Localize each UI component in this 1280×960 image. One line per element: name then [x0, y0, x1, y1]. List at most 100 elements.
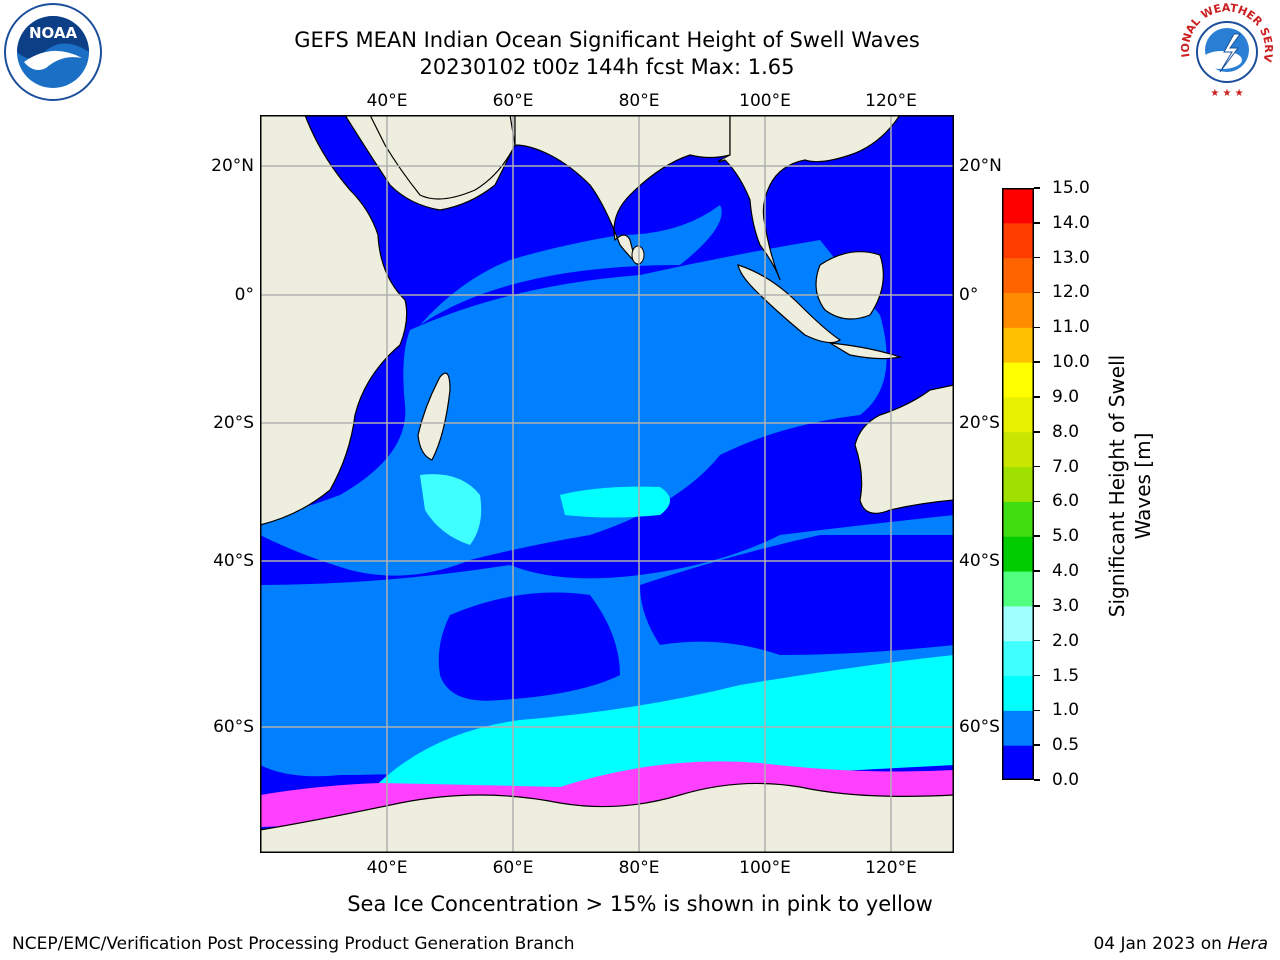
colorbar-tick — [1034, 744, 1040, 746]
colorbar-tick — [1034, 570, 1040, 572]
colorbar-segment — [1002, 466, 1034, 502]
colorbar-tick-label: 10.0 — [1052, 352, 1090, 373]
colorbar-title-line2: Waves [m] — [1131, 432, 1155, 540]
colorbar-tick-label: 2.0 — [1052, 630, 1080, 651]
colorbar-tick — [1034, 639, 1040, 642]
map-frame — [260, 115, 954, 853]
colorbar-segment — [1002, 396, 1034, 433]
footer-left: NCEP/EMC/Verification Post Processing Pr… — [12, 934, 575, 954]
lat-label-right: 60°S — [959, 717, 1000, 737]
colorbar-tick — [1034, 256, 1040, 259]
lat-label-left: 20°S — [213, 413, 254, 433]
colorbar-segment — [1002, 362, 1034, 398]
map-svg — [260, 115, 954, 853]
land-madagascar — [417, 372, 451, 461]
colorbar-tick-label: 14.0 — [1052, 212, 1090, 233]
land-antarctica — [260, 782, 954, 853]
lon-label-bottom: 40°E — [366, 858, 408, 878]
colorbar-tick — [1034, 326, 1040, 329]
colorbar-tick — [1034, 396, 1040, 398]
colorbar-tick-label: 7.0 — [1052, 456, 1080, 477]
map-panel — [260, 115, 954, 853]
colorbar-tick-label: 13.0 — [1052, 247, 1090, 268]
noaa-logo: NOAA — [2, 2, 104, 102]
colorbar-tick-label: 12.0 — [1052, 282, 1090, 303]
swell-band-mid — [260, 240, 887, 576]
chart-title-line1: GEFS MEAN Indian Ocean Significant Heigh… — [294, 28, 920, 52]
lon-label-bottom: 80°E — [618, 858, 660, 878]
colorbar-tick — [1034, 674, 1040, 677]
lon-label-bottom: 100°E — [739, 858, 791, 878]
colorbar-segment — [1002, 501, 1034, 537]
colorbar-title: Significant Height of Swell Waves [m] — [1104, 326, 1156, 646]
colorbar-tick — [1034, 709, 1040, 712]
colorbar-tick-label: 9.0 — [1052, 386, 1080, 407]
chart-title-line2: 20230102 t00z 144h fcst Max: 1.65 — [419, 55, 795, 79]
swell-band-light — [350, 655, 954, 815]
colorbar-title-line1: Significant Height of Swell — [1105, 354, 1129, 618]
colorbar-tick — [1034, 779, 1040, 781]
colorbar-tick — [1034, 291, 1040, 294]
colorbar-tick-label: 6.0 — [1052, 491, 1080, 512]
lat-label-left: 40°S — [213, 551, 254, 571]
colorbar-tick — [1034, 500, 1040, 503]
colorbar-tick-label: 4.0 — [1052, 561, 1080, 582]
footer-right: 04 Jan 2023 on Hera — [1093, 934, 1268, 954]
colorbar-segment — [1002, 536, 1034, 572]
colorbar-segment — [1002, 640, 1034, 677]
lon-label-bottom: 120°E — [865, 858, 917, 878]
colorbar-segment — [1002, 188, 1034, 224]
lat-label-right: 20°S — [959, 413, 1000, 433]
land-sri-lanka — [631, 245, 645, 265]
noaa-logo-text: NOAA — [29, 24, 78, 42]
lon-label-top: 100°E — [739, 91, 791, 111]
lat-label-right: 0° — [959, 285, 979, 305]
colorbar-tick-label: 3.0 — [1052, 595, 1080, 616]
colorbar-segment — [1002, 745, 1034, 781]
land-borneo — [815, 251, 884, 320]
colorbar-tick-label: 1.0 — [1052, 700, 1080, 721]
colorbar-tick-label: 5.0 — [1052, 526, 1080, 547]
land-java — [829, 342, 903, 360]
colorbar-tick — [1034, 222, 1040, 224]
colorbar-tick-label: 8.0 — [1052, 421, 1080, 442]
swell-band-mid-north — [420, 205, 722, 325]
land-arabia — [369, 115, 516, 200]
colorbar-tick-label: 1.5 — [1052, 665, 1080, 686]
colorbar-tick-label: 0.0 — [1052, 770, 1080, 790]
footer-date: 04 Jan 2023 on — [1093, 934, 1228, 954]
lat-label-left: 0° — [234, 285, 254, 305]
lon-label-top: 40°E — [366, 91, 408, 111]
colorbar-tick-label: 0.5 — [1052, 735, 1080, 756]
lat-label-left: 20°N — [211, 156, 254, 176]
lon-label-bottom: 60°E — [492, 858, 534, 878]
colorbar-frame — [1002, 188, 1034, 780]
colorbar-tick — [1034, 361, 1040, 363]
graticule — [260, 115, 954, 853]
land-sumatra — [737, 264, 842, 344]
colorbar-segment — [1002, 222, 1034, 259]
svg-text:★ ★ ★: ★ ★ ★ — [1210, 88, 1243, 99]
colorbar-tick-label: 11.0 — [1052, 317, 1090, 338]
lat-label-right: 20°N — [959, 156, 1002, 176]
colorbar-segment — [1002, 292, 1034, 328]
colorbar-segment — [1002, 431, 1034, 468]
swell-deep-pocket-east — [640, 535, 954, 655]
colorbar-tick — [1034, 605, 1040, 607]
lon-label-top: 120°E — [865, 91, 917, 111]
sea-ice-note: Sea Ice Concentration > 15% is shown in … — [347, 892, 933, 916]
colorbar-tick — [1034, 431, 1040, 433]
swell-patch-light — [560, 486, 670, 518]
colorbar-segment — [1002, 605, 1034, 642]
land-southeast-asia — [718, 115, 901, 281]
nws-logo: NATIONAL WEATHER SERVICE ★ ★ ★ — [1171, 0, 1278, 102]
colorbar-segment — [1002, 327, 1034, 363]
lon-label-top: 60°E — [492, 91, 534, 111]
colorbar-tick-label: 15.0 — [1052, 178, 1090, 198]
lon-label-top: 80°E — [618, 91, 660, 111]
colorbar — [1002, 188, 1034, 781]
colorbar-segment — [1002, 675, 1034, 711]
land-australia — [854, 384, 954, 514]
colorbar-tick — [1034, 535, 1040, 537]
swell-patch-light-2 — [420, 474, 482, 545]
